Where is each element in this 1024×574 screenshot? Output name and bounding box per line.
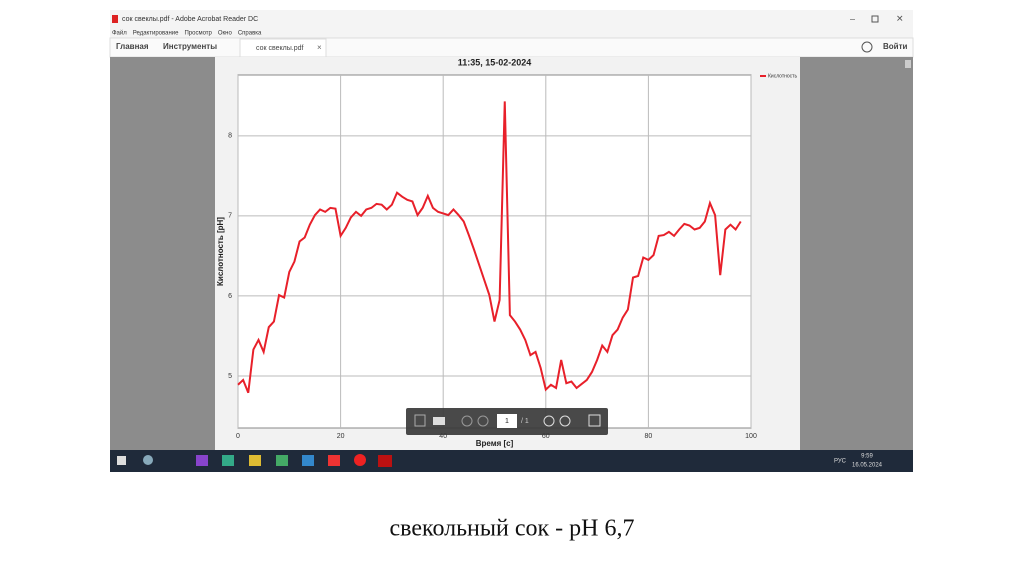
search[interactable]	[143, 455, 153, 465]
y-tick-label: 6	[228, 293, 232, 300]
app[interactable]	[222, 455, 234, 466]
menu-item[interactable]: Редактирование	[133, 31, 179, 37]
menu-item[interactable]: Файл	[112, 30, 127, 37]
sign-in[interactable]: Войти	[883, 42, 908, 51]
clock-date: 16.05.2024	[852, 463, 883, 469]
x-tick-label: 60	[542, 433, 550, 440]
prev-page[interactable]	[461, 415, 473, 427]
x-tick-label: 40	[439, 433, 447, 440]
menu-item[interactable]: Просмотр	[184, 31, 212, 37]
clock-time: 9:59	[861, 454, 873, 460]
help-icon[interactable]	[861, 41, 873, 53]
x-tick-label: 20	[337, 433, 345, 440]
x-tick-label: 80	[645, 433, 653, 440]
chart-title: 11:35, 15-02-2024	[458, 57, 532, 67]
y-tick-label: 8	[228, 133, 232, 140]
home-tab[interactable]: Главная	[116, 42, 149, 51]
menu-bar: Файл Редактирование Просмотр Окно Справка	[112, 30, 262, 37]
language[interactable]: РУС	[834, 459, 847, 465]
y-tick-label: 7	[228, 213, 232, 220]
menu-item[interactable]: Окно	[218, 31, 233, 37]
zoom-out[interactable]	[543, 415, 555, 427]
start-btn[interactable]	[117, 456, 126, 465]
plot-area	[237, 74, 752, 429]
save-btn[interactable]	[414, 414, 426, 427]
y-axis-label: Кислотность [pH]	[216, 217, 225, 286]
app[interactable]	[276, 455, 288, 466]
app[interactable]	[378, 455, 392, 467]
app[interactable]	[249, 455, 261, 466]
legend-label: Кислотность	[768, 73, 797, 79]
page-number: 1	[505, 418, 509, 425]
tab-close[interactable]: ×	[317, 43, 322, 52]
x-axis-label: Время [с]	[476, 439, 514, 448]
pdf-icon	[112, 15, 118, 23]
page-count: / 1	[521, 418, 529, 425]
next-page[interactable]	[477, 415, 489, 427]
caption: свекольный сок - pH 6,7	[390, 516, 635, 542]
window-title: сок свеклы.pdf - Adobe Acrobat Reader DC	[122, 16, 258, 23]
app[interactable]	[196, 455, 208, 466]
tab-bar	[109, 37, 914, 58]
menu-item[interactable]: Справка	[238, 31, 262, 37]
print-btn[interactable]	[433, 417, 445, 425]
data-line	[237, 101, 742, 394]
y-tick-label: 5	[228, 373, 232, 380]
app[interactable]	[354, 454, 366, 466]
minimize[interactable]: –	[850, 13, 855, 23]
maximize[interactable]	[871, 15, 879, 23]
page-input[interactable]	[497, 414, 517, 428]
app[interactable]	[328, 455, 340, 466]
taskbar-apps	[143, 454, 392, 467]
zoom-in[interactable]	[559, 415, 571, 427]
fit-btn[interactable]	[588, 414, 601, 427]
close[interactable]: ✕	[896, 13, 904, 23]
x-tick-label: 100	[745, 433, 757, 440]
app[interactable]	[302, 455, 314, 466]
chart: 11:35, 15-02-2024 0 20 40 60 80 100 5 6 7 8 Время […	[216, 57, 797, 448]
doc-tab-label: сок свеклы.pdf	[256, 45, 304, 52]
tools-tab[interactable]: Инструменты	[163, 42, 217, 51]
scrollbar[interactable]	[905, 60, 911, 68]
x-tick-label: 0	[236, 433, 240, 440]
